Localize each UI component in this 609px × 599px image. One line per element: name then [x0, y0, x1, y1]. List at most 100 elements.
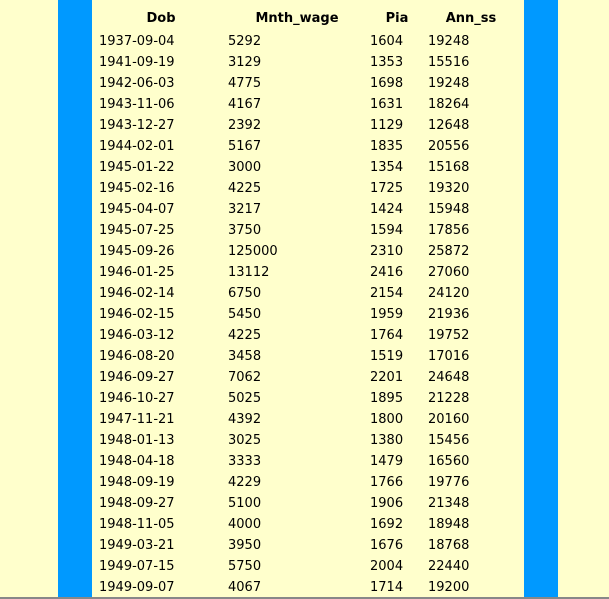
cell-mnth-wage: 5750 — [228, 559, 262, 574]
cell-pia: 1594 — [370, 223, 404, 238]
table-row: 1944-02-01 5167 1835 20556 — [0, 136, 609, 157]
cell-dob: 1948-09-27 — [99, 496, 175, 511]
right-border-stripe — [524, 0, 558, 597]
cell-mnth-wage: 4775 — [228, 76, 262, 91]
table-row: 1941-09-19 3129 1353 15516 — [0, 52, 609, 73]
cell-pia: 1479 — [370, 454, 404, 469]
bottom-divider — [0, 597, 609, 599]
cell-mnth-wage: 5100 — [228, 496, 262, 511]
cell-dob: 1943-12-27 — [99, 118, 175, 133]
cell-mnth-wage: 2392 — [228, 118, 262, 133]
cell-dob: 1948-01-13 — [99, 433, 175, 448]
cell-pia: 1895 — [370, 391, 404, 406]
table-row: 1948-04-18 3333 1479 16560 — [0, 451, 609, 472]
table-row: 1946-02-15 5450 1959 21936 — [0, 304, 609, 325]
cell-dob: 1948-09-19 — [99, 475, 175, 490]
cell-mnth-wage: 4392 — [228, 412, 262, 427]
cell-pia: 1380 — [370, 433, 404, 448]
cell-mnth-wage: 6750 — [228, 286, 262, 301]
cell-mnth-wage: 3950 — [228, 538, 262, 553]
cell-dob: 1946-09-27 — [99, 370, 175, 385]
cell-mnth-wage: 5450 — [228, 307, 262, 322]
cell-ann-ss: 18264 — [428, 97, 470, 112]
cell-ann-ss: 25872 — [428, 244, 470, 259]
cell-mnth-wage: 3000 — [228, 160, 262, 175]
cell-mnth-wage: 4225 — [228, 328, 262, 343]
table-body: 1937-09-04 5292 1604 19248 1941-09-19 3129 135… — [0, 31, 609, 598]
cell-pia: 1676 — [370, 538, 404, 553]
left-border-stripe — [58, 0, 92, 597]
table-row: 1948-11-05 4000 1692 18948 — [0, 514, 609, 535]
table-row: 1948-01-13 3025 1380 15456 — [0, 430, 609, 451]
cell-pia: 1698 — [370, 76, 404, 91]
cell-ann-ss: 16560 — [428, 454, 470, 469]
cell-dob: 1949-09-07 — [99, 580, 175, 595]
cell-pia: 2310 — [370, 244, 404, 259]
cell-mnth-wage: 7062 — [228, 370, 262, 385]
cell-mnth-wage: 3129 — [228, 55, 262, 70]
cell-mnth-wage: 4229 — [228, 475, 262, 490]
cell-ann-ss: 12648 — [428, 118, 470, 133]
cell-pia: 1835 — [370, 139, 404, 154]
cell-pia: 2154 — [370, 286, 404, 301]
cell-dob: 1942-06-03 — [99, 76, 175, 91]
table-row: 1946-02-14 6750 2154 24120 — [0, 283, 609, 304]
cell-pia: 1519 — [370, 349, 404, 364]
header-dob: Dob — [146, 11, 176, 26]
table-row: 1946-01-25 13112 2416 27060 — [0, 262, 609, 283]
cell-dob: 1941-09-19 — [99, 55, 175, 70]
cell-dob: 1946-08-20 — [99, 349, 175, 364]
cell-pia: 1800 — [370, 412, 404, 427]
table-row: 1945-09-26 125000 2310 25872 — [0, 241, 609, 262]
cell-mnth-wage: 3025 — [228, 433, 262, 448]
cell-ann-ss: 19752 — [428, 328, 470, 343]
table-row: 1937-09-04 5292 1604 19248 — [0, 31, 609, 52]
cell-pia: 1725 — [370, 181, 404, 196]
table-row: 1945-04-07 3217 1424 15948 — [0, 199, 609, 220]
table-row: 1948-09-19 4229 1766 19776 — [0, 472, 609, 493]
cell-ann-ss: 24648 — [428, 370, 470, 385]
cell-ann-ss: 22440 — [428, 559, 470, 574]
cell-pia: 1692 — [370, 517, 404, 532]
header-ann-ss: Ann_ss — [445, 11, 497, 26]
table-row: 1945-01-22 3000 1354 15168 — [0, 157, 609, 178]
table-row: 1945-02-16 4225 1725 19320 — [0, 178, 609, 199]
cell-pia: 1353 — [370, 55, 404, 70]
table-row: 1943-11-06 4167 1631 18264 — [0, 94, 609, 115]
cell-dob: 1943-11-06 — [99, 97, 175, 112]
cell-ann-ss: 21936 — [428, 307, 470, 322]
table-row: 1942-06-03 4775 1698 19248 — [0, 73, 609, 94]
cell-ann-ss: 17016 — [428, 349, 470, 364]
cell-mnth-wage: 4225 — [228, 181, 262, 196]
cell-ann-ss: 20556 — [428, 139, 470, 154]
cell-dob: 1937-09-04 — [99, 34, 175, 49]
cell-dob: 1948-11-05 — [99, 517, 175, 532]
cell-ann-ss: 19248 — [428, 34, 470, 49]
cell-ann-ss: 17856 — [428, 223, 470, 238]
cell-mnth-wage: 4067 — [228, 580, 262, 595]
table-row: 1946-10-27 5025 1895 21228 — [0, 388, 609, 409]
cell-pia: 1354 — [370, 160, 404, 175]
cell-mnth-wage: 5025 — [228, 391, 262, 406]
cell-dob: 1945-02-16 — [99, 181, 175, 196]
cell-dob: 1945-09-26 — [99, 244, 175, 259]
cell-dob: 1949-07-15 — [99, 559, 175, 574]
cell-pia: 2004 — [370, 559, 404, 574]
cell-ann-ss: 15516 — [428, 55, 470, 70]
cell-pia: 1604 — [370, 34, 404, 49]
table-row: 1946-09-27 7062 2201 24648 — [0, 367, 609, 388]
cell-pia: 1631 — [370, 97, 404, 112]
cell-dob: 1944-02-01 — [99, 139, 175, 154]
cell-ann-ss: 19200 — [428, 580, 470, 595]
cell-ann-ss: 15456 — [428, 433, 470, 448]
cell-mnth-wage: 5292 — [228, 34, 262, 49]
cell-pia: 2201 — [370, 370, 404, 385]
cell-ann-ss: 27060 — [428, 265, 470, 280]
cell-ann-ss: 19248 — [428, 76, 470, 91]
cell-dob: 1945-04-07 — [99, 202, 175, 217]
cell-dob: 1948-04-18 — [99, 454, 175, 469]
cell-ann-ss: 18768 — [428, 538, 470, 553]
cell-mnth-wage: 3750 — [228, 223, 262, 238]
cell-dob: 1946-02-14 — [99, 286, 175, 301]
cell-mnth-wage: 4000 — [228, 517, 262, 532]
